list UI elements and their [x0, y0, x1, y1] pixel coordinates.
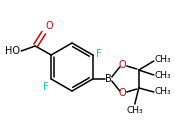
Text: CH₃: CH₃: [155, 55, 171, 65]
Text: F: F: [43, 82, 48, 92]
Text: F: F: [96, 49, 101, 59]
Text: B: B: [105, 74, 112, 84]
Text: O: O: [45, 21, 53, 31]
Text: CH₃: CH₃: [126, 106, 143, 115]
Text: HO: HO: [5, 46, 20, 56]
Text: O: O: [119, 88, 127, 98]
Text: CH₃: CH₃: [155, 88, 171, 96]
Text: O: O: [119, 60, 127, 70]
Text: CH₃: CH₃: [155, 72, 171, 81]
